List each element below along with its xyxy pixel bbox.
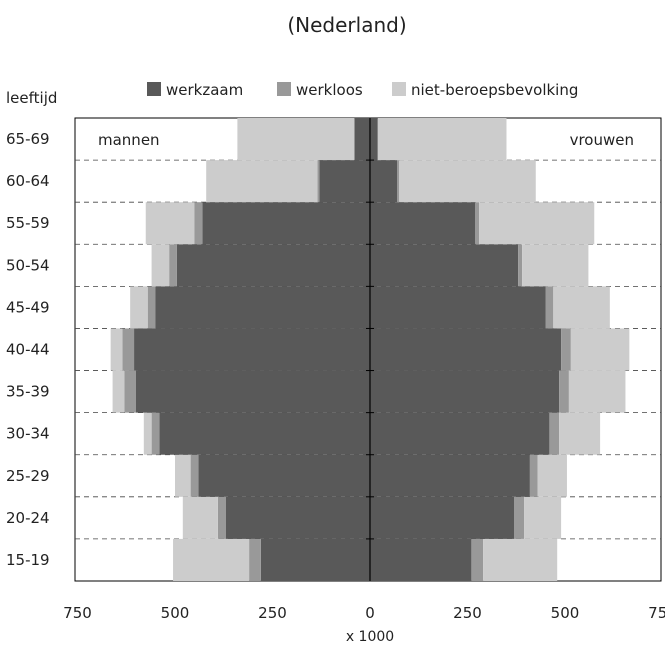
bar-vrouwen-werkloos-35-39 (559, 370, 569, 413)
y-tick-label: 45-49 (6, 298, 50, 316)
group-label-mannen: mannen (98, 131, 160, 149)
bar-vrouwen-niet-beroepsbevolking-40-44 (570, 328, 630, 371)
bar-vrouwen-werkzaam-15-19 (370, 538, 472, 581)
bar-mannen-werkzaam-45-49 (155, 286, 370, 329)
bar-mannen-werkloos-40-44 (122, 328, 135, 371)
bar-mannen-werkloos-30-34 (151, 412, 160, 455)
bar-vrouwen-werkloos-25-29 (529, 454, 538, 497)
bar-vrouwen-werkloos-15-19 (471, 538, 484, 581)
bar-mannen-werkzaam-20-24 (225, 496, 370, 539)
bar-mannen-werkzaam-25-29 (198, 454, 370, 497)
x-tick-label: 500 (161, 604, 190, 622)
bar-vrouwen-werkloos-60-64 (397, 160, 400, 203)
bar-mannen-niet-beroepsbevolking-25-29 (175, 454, 191, 497)
legend-label-werkloos: werkloos (296, 81, 363, 99)
y-tick-label: 65-69 (6, 130, 50, 148)
bar-vrouwen-werkloos-55-59 (475, 202, 480, 245)
y-tick-label: 25-29 (6, 467, 50, 485)
bar-vrouwen-werkzaam-45-49 (370, 286, 546, 329)
bar-vrouwen-werkzaam-60-64 (370, 160, 398, 203)
bar-vrouwen-niet-beroepsbevolking-60-64 (399, 160, 536, 203)
bar-mannen-werkloos-60-64 (317, 160, 320, 203)
bar-mannen-niet-beroepsbevolking-40-44 (110, 328, 123, 371)
y-tick-labels: 15-19 20-24 25-29 30-34 35-39 40-44 45-49 50-54… (6, 130, 50, 569)
bar-vrouwen-werkzaam-20-24 (370, 496, 515, 539)
x-axis-label: x 1000 (346, 629, 394, 645)
bar-mannen-werkloos-45-49 (147, 286, 156, 329)
y-tick-label: 35-39 (6, 383, 50, 401)
y-tick-label: 30-34 (6, 425, 50, 443)
x-tick-label: 250 (258, 604, 287, 622)
legend-label-werkzaam: werkzaam (166, 81, 243, 99)
bar-mannen-werkzaam-65-69 (354, 118, 370, 161)
bar-mannen-werkzaam-50-54 (176, 244, 370, 287)
y-tick-label: 55-59 (6, 214, 50, 232)
bar-vrouwen-werkloos-20-24 (514, 496, 525, 539)
bar-vrouwen-werkloos-45-49 (545, 286, 554, 329)
bar-vrouwen-werkzaam-65-69 (370, 118, 378, 161)
bar-vrouwen-werkzaam-25-29 (370, 454, 530, 497)
bar-mannen-werkzaam-40-44 (134, 328, 370, 371)
bar-vrouwen-werkzaam-35-39 (370, 370, 560, 413)
bar-vrouwen-werkloos-50-54 (518, 244, 523, 287)
legend-label-niet-beroepsbevolking: niet-beroepsbevolking (411, 81, 578, 99)
bar-vrouwen-werkzaam-50-54 (370, 244, 519, 287)
bar-mannen-werkzaam-15-19 (260, 538, 370, 581)
bars (110, 118, 630, 581)
bar-vrouwen-niet-beroepsbevolking-50-54 (522, 244, 589, 287)
bar-vrouwen-niet-beroepsbevolking-25-29 (537, 454, 567, 497)
bar-vrouwen-niet-beroepsbevolking-20-24 (524, 496, 562, 539)
bar-mannen-niet-beroepsbevolking-60-64 (206, 160, 318, 203)
x-tick-label: 750 (648, 604, 665, 622)
x-tick-label: 750 (63, 604, 92, 622)
y-tick-label: 15-19 (6, 551, 50, 569)
x-tick-labels: 750 500 250 0 250 500 750 (63, 604, 665, 622)
y-tick-label: 60-64 (6, 172, 50, 190)
zero-axis-ticks (366, 159, 374, 540)
y-tick-label: 20-24 (6, 509, 50, 527)
bar-mannen-werkloos-50-54 (169, 244, 177, 287)
bar-vrouwen-niet-beroepsbevolking-55-59 (479, 202, 595, 245)
chart-title: (Nederland) (287, 13, 406, 37)
bar-mannen-niet-beroepsbevolking-45-49 (130, 286, 148, 329)
bar-mannen-werkloos-35-39 (124, 370, 136, 413)
bar-vrouwen-werkzaam-30-34 (370, 412, 550, 455)
y-tick-label: 50-54 (6, 256, 50, 274)
bar-mannen-niet-beroepsbevolking-55-59 (145, 202, 195, 245)
bar-mannen-werkzaam-60-64 (319, 160, 370, 203)
bar-vrouwen-niet-beroepsbevolking-30-34 (559, 412, 601, 455)
x-tick-label: 500 (551, 604, 580, 622)
bar-mannen-niet-beroepsbevolking-20-24 (182, 496, 218, 539)
bar-vrouwen-niet-beroepsbevolking-65-69 (377, 118, 507, 161)
bar-vrouwen-niet-beroepsbevolking-35-39 (568, 370, 626, 413)
bar-mannen-werkloos-15-19 (249, 538, 261, 581)
bar-mannen-niet-beroepsbevolking-15-19 (173, 538, 250, 581)
bar-mannen-werkloos-25-29 (190, 454, 199, 497)
y-tick-label: 40-44 (6, 341, 50, 359)
bar-mannen-werkzaam-30-34 (159, 412, 370, 455)
bar-mannen-werkzaam-55-59 (202, 202, 370, 245)
bar-vrouwen-werkloos-40-44 (561, 328, 571, 371)
legend-swatch-werkzaam (147, 82, 161, 96)
bar-mannen-niet-beroepsbevolking-35-39 (112, 370, 125, 413)
bar-mannen-niet-beroepsbevolking-30-34 (143, 412, 152, 455)
bar-vrouwen-werkzaam-55-59 (370, 202, 476, 245)
bar-mannen-werkloos-55-59 (194, 202, 203, 245)
bar-mannen-werkzaam-35-39 (136, 370, 370, 413)
group-label-vrouwen: vrouwen (570, 131, 634, 149)
legend: werkzaam werkloos niet-beroepsbevolking (147, 81, 578, 99)
y-axis-label: leeftijd (6, 89, 57, 107)
bar-mannen-niet-beroepsbevolking-50-54 (151, 244, 170, 287)
legend-swatch-niet-beroepsbevolking (392, 82, 406, 96)
bar-vrouwen-werkloos-30-34 (549, 412, 560, 455)
bar-mannen-niet-beroepsbevolking-65-69 (237, 118, 355, 161)
x-tick-label: 0 (365, 604, 375, 622)
legend-swatch-werkloos (277, 82, 291, 96)
bar-vrouwen-werkzaam-40-44 (370, 328, 562, 371)
bar-vrouwen-niet-beroepsbevolking-15-19 (483, 538, 558, 581)
bar-mannen-werkloos-20-24 (217, 496, 226, 539)
x-tick-label: 250 (453, 604, 482, 622)
bar-vrouwen-niet-beroepsbevolking-45-49 (553, 286, 610, 329)
